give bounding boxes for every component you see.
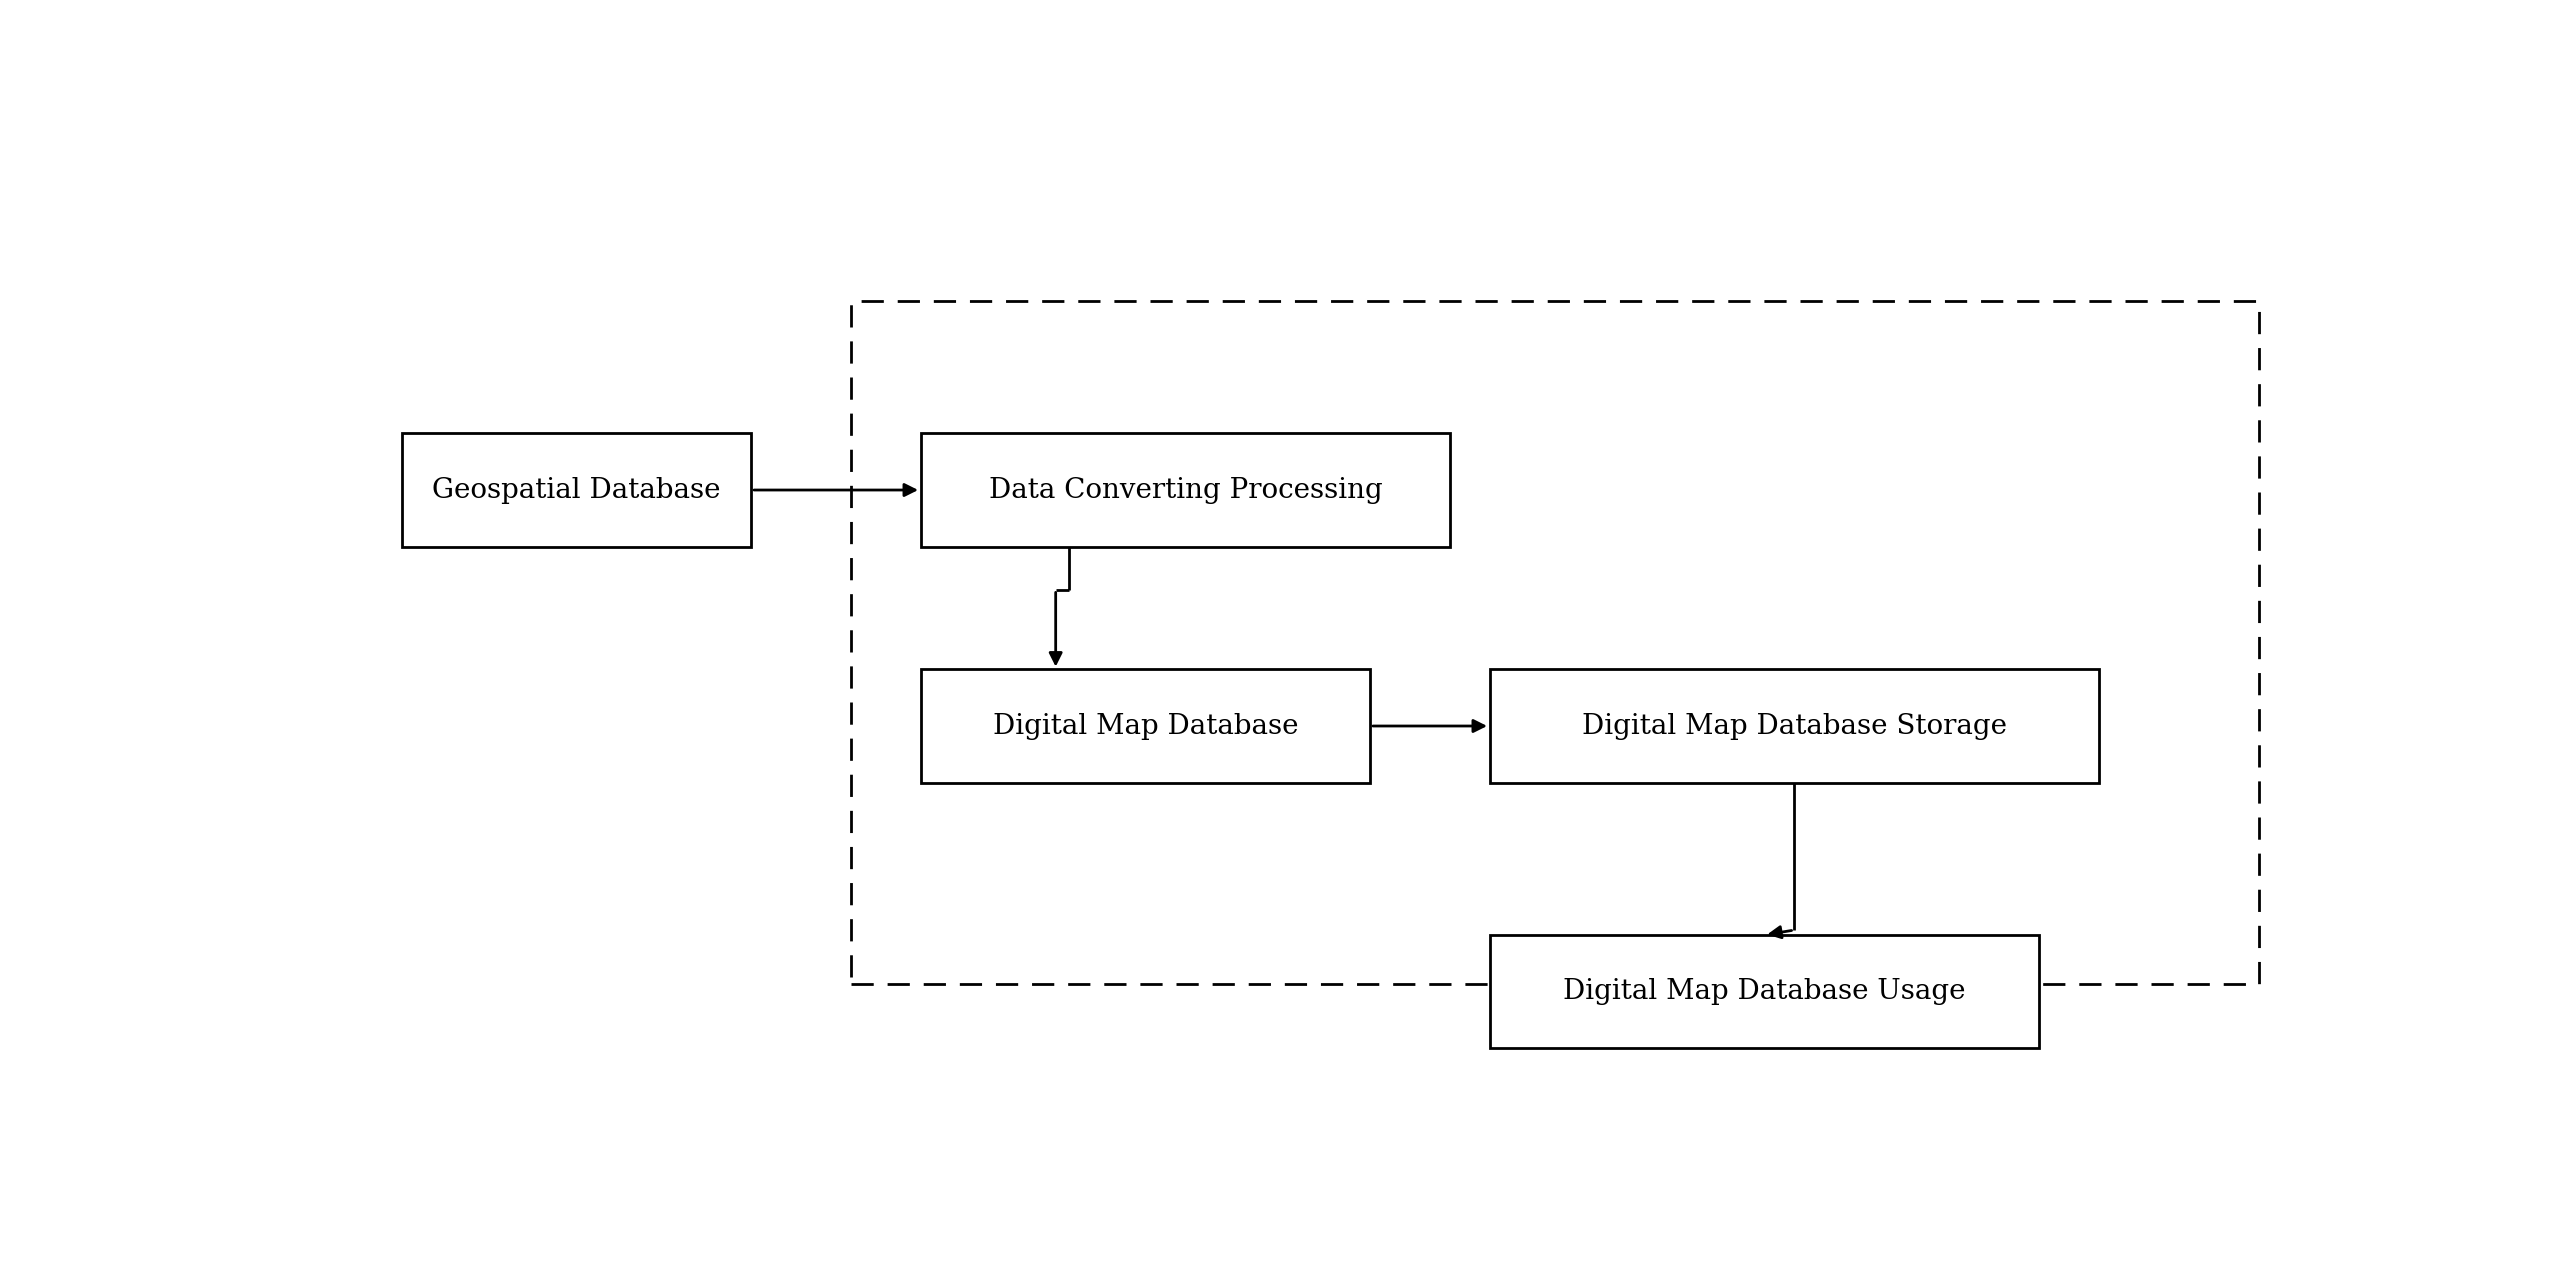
Bar	[922, 433, 1450, 547]
Text: Digital Map Database Storage: Digital Map Database Storage	[1582, 713, 2007, 739]
Text: Geospatial Database: Geospatial Database	[433, 476, 721, 503]
Bar	[1489, 669, 2099, 783]
Text: Digital Map Database Usage: Digital Map Database Usage	[1564, 978, 1965, 1005]
Bar	[922, 669, 1370, 783]
Text: Data Converting Processing: Data Converting Processing	[989, 476, 1383, 503]
Bar	[402, 433, 752, 547]
Text: Digital Map Database: Digital Map Database	[992, 713, 1298, 739]
Bar	[850, 301, 2259, 985]
Bar	[1489, 935, 2040, 1048]
